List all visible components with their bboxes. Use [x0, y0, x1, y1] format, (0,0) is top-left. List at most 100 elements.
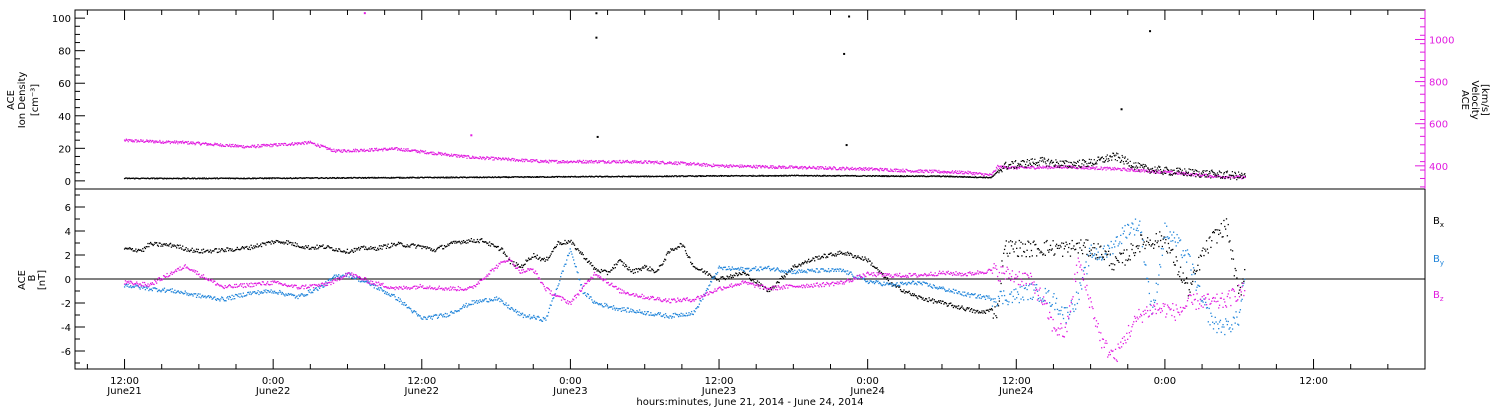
density-point: [709, 174, 711, 177]
velocity-series-point: [618, 162, 620, 164]
density-point: [808, 175, 810, 177]
density-point: [918, 175, 920, 177]
density-point: [872, 175, 874, 177]
velocity-series-point: [857, 168, 859, 170]
density-point: [686, 175, 689, 177]
density-point: [546, 176, 549, 178]
velocity-series-point: [782, 167, 785, 169]
velocity-series-point: [976, 172, 978, 174]
b-x-point: [320, 245, 323, 247]
velocity-series-point: [641, 162, 643, 164]
velocity-series-point: [1043, 166, 1045, 168]
density-point: [190, 177, 193, 180]
density-point: [245, 177, 248, 180]
velocity-series-point: [979, 172, 981, 174]
velocity-series-point: [367, 149, 369, 151]
b-field-tick-label: -6: [61, 347, 71, 358]
velocity-series-point: [804, 165, 806, 168]
b-x-point: [1094, 247, 1096, 249]
velocity-series-point: [482, 156, 484, 158]
velocity-series-point: [938, 172, 941, 174]
density-point: [899, 175, 901, 178]
velocity-series-point: [204, 142, 206, 145]
velocity-series-point: [286, 144, 289, 147]
b-x-point: [226, 247, 228, 249]
velocity-series-point: [396, 147, 398, 149]
b-x-point: [576, 248, 578, 250]
velocity-series-point: [1210, 176, 1212, 178]
b-x-point: [990, 308, 993, 310]
density-point: [1157, 169, 1159, 171]
density-point: [912, 175, 915, 177]
velocity-series-point: [1069, 165, 1071, 167]
density-point: [606, 175, 608, 177]
velocity-series-point: [1099, 168, 1102, 170]
density-point: [1167, 169, 1169, 171]
velocity-series-point: [860, 167, 863, 170]
velocity-series-point: [695, 164, 697, 166]
velocity-series-point: [1243, 176, 1245, 178]
b-x-point: [351, 249, 353, 251]
b-x-point: [300, 246, 303, 249]
velocity-series-point: [945, 171, 947, 173]
b-x-point: [588, 260, 590, 262]
b-x-point: [720, 276, 722, 278]
velocity-series-point: [541, 161, 544, 163]
velocity-series-point: [748, 165, 750, 167]
density-point: [950, 175, 952, 177]
b-x-point: [1143, 241, 1145, 243]
velocity-series-point: [722, 164, 724, 167]
b-x-point: [188, 250, 190, 252]
density-point: [981, 176, 983, 178]
b-x-point: [352, 251, 355, 254]
density-point: [646, 176, 648, 178]
velocity-series-point: [616, 160, 618, 162]
velocity-series-point: [593, 162, 595, 164]
velocity-series-point: [811, 167, 814, 169]
velocity-series-point: [215, 144, 217, 146]
velocity-series-point: [714, 164, 716, 167]
density-point: [506, 176, 508, 179]
velocity-series-point: [779, 167, 781, 169]
density-point: [296, 177, 298, 179]
density-point: [672, 175, 674, 178]
velocity-series-point: [207, 144, 209, 146]
velocity-series-point: [1051, 167, 1053, 169]
velocity-series-point: [982, 175, 985, 177]
b-x-point: [764, 286, 766, 289]
b-x-point: [535, 257, 538, 259]
velocity-series-point: [1168, 171, 1170, 174]
velocity-series-point: [705, 163, 707, 165]
density-point: [931, 175, 933, 178]
density-point: [1052, 161, 1055, 163]
b-x-point: [409, 246, 411, 248]
b-x-point: [1127, 258, 1130, 260]
velocity-series-point: [508, 158, 510, 160]
velocity-series-point: [728, 165, 731, 167]
velocity-series-point: [481, 158, 483, 160]
density-point: [574, 175, 576, 177]
density-point: [1221, 177, 1224, 179]
density-point: [203, 177, 205, 179]
velocity-series-point: [587, 160, 589, 162]
velocity-series-point: [218, 144, 220, 146]
density-point: [1016, 167, 1018, 169]
density-point: [457, 177, 459, 179]
density-point: [400, 177, 402, 179]
density-point: [1166, 168, 1168, 170]
b-x-point: [480, 238, 482, 240]
b-field-tick-label: 2: [65, 251, 71, 262]
velocity-series-point: [795, 165, 797, 167]
density-point: [353, 176, 355, 179]
b-x-point: [700, 269, 702, 271]
velocity-series-point: [981, 173, 983, 176]
velocity-series-point: [572, 161, 574, 163]
density-point: [551, 175, 554, 178]
density-point: [1142, 166, 1144, 168]
b-x-point: [1084, 246, 1086, 248]
b-x-point: [254, 245, 257, 247]
b-x-point: [1018, 239, 1020, 242]
density-point: [203, 177, 206, 179]
velocity-series-point: [530, 161, 532, 163]
